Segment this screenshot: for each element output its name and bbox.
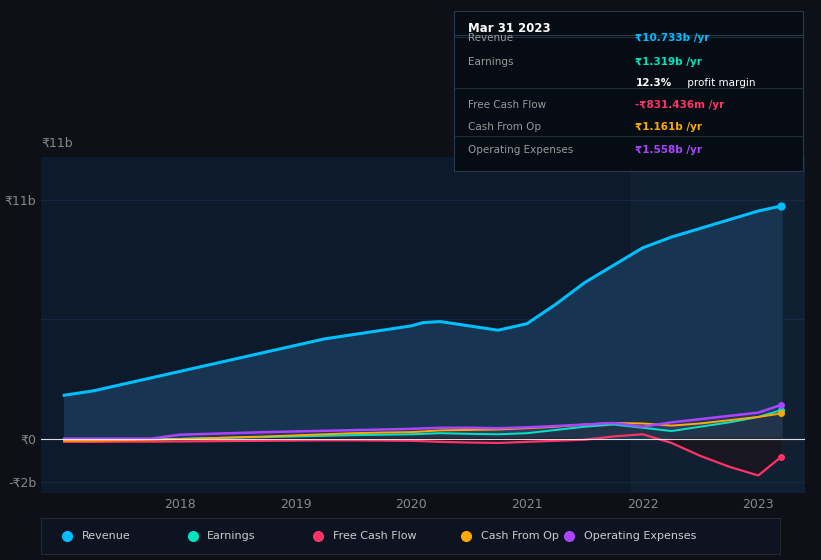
Text: Mar 31 2023: Mar 31 2023 <box>468 22 551 35</box>
Text: ₹1.319b /yr: ₹1.319b /yr <box>635 57 702 67</box>
Text: Free Cash Flow: Free Cash Flow <box>333 531 416 541</box>
Text: ₹1.161b /yr: ₹1.161b /yr <box>635 123 703 133</box>
Text: Earnings: Earnings <box>208 531 256 541</box>
Text: ₹10.733b /yr: ₹10.733b /yr <box>635 33 710 43</box>
Text: 12.3%: 12.3% <box>635 78 672 88</box>
Text: Earnings: Earnings <box>468 57 513 67</box>
Text: ₹11b: ₹11b <box>41 137 73 150</box>
Text: ₹1.558b /yr: ₹1.558b /yr <box>635 145 703 155</box>
Text: Revenue: Revenue <box>468 33 513 43</box>
Text: -₹831.436m /yr: -₹831.436m /yr <box>635 100 725 110</box>
Text: Free Cash Flow: Free Cash Flow <box>468 100 546 110</box>
Text: profit margin: profit margin <box>685 78 756 88</box>
Text: Operating Expenses: Operating Expenses <box>585 531 696 541</box>
Text: Cash From Op: Cash From Op <box>481 531 558 541</box>
Text: Operating Expenses: Operating Expenses <box>468 145 573 155</box>
Bar <box>631 157 805 493</box>
Text: Revenue: Revenue <box>82 531 131 541</box>
Text: Cash From Op: Cash From Op <box>468 123 541 133</box>
